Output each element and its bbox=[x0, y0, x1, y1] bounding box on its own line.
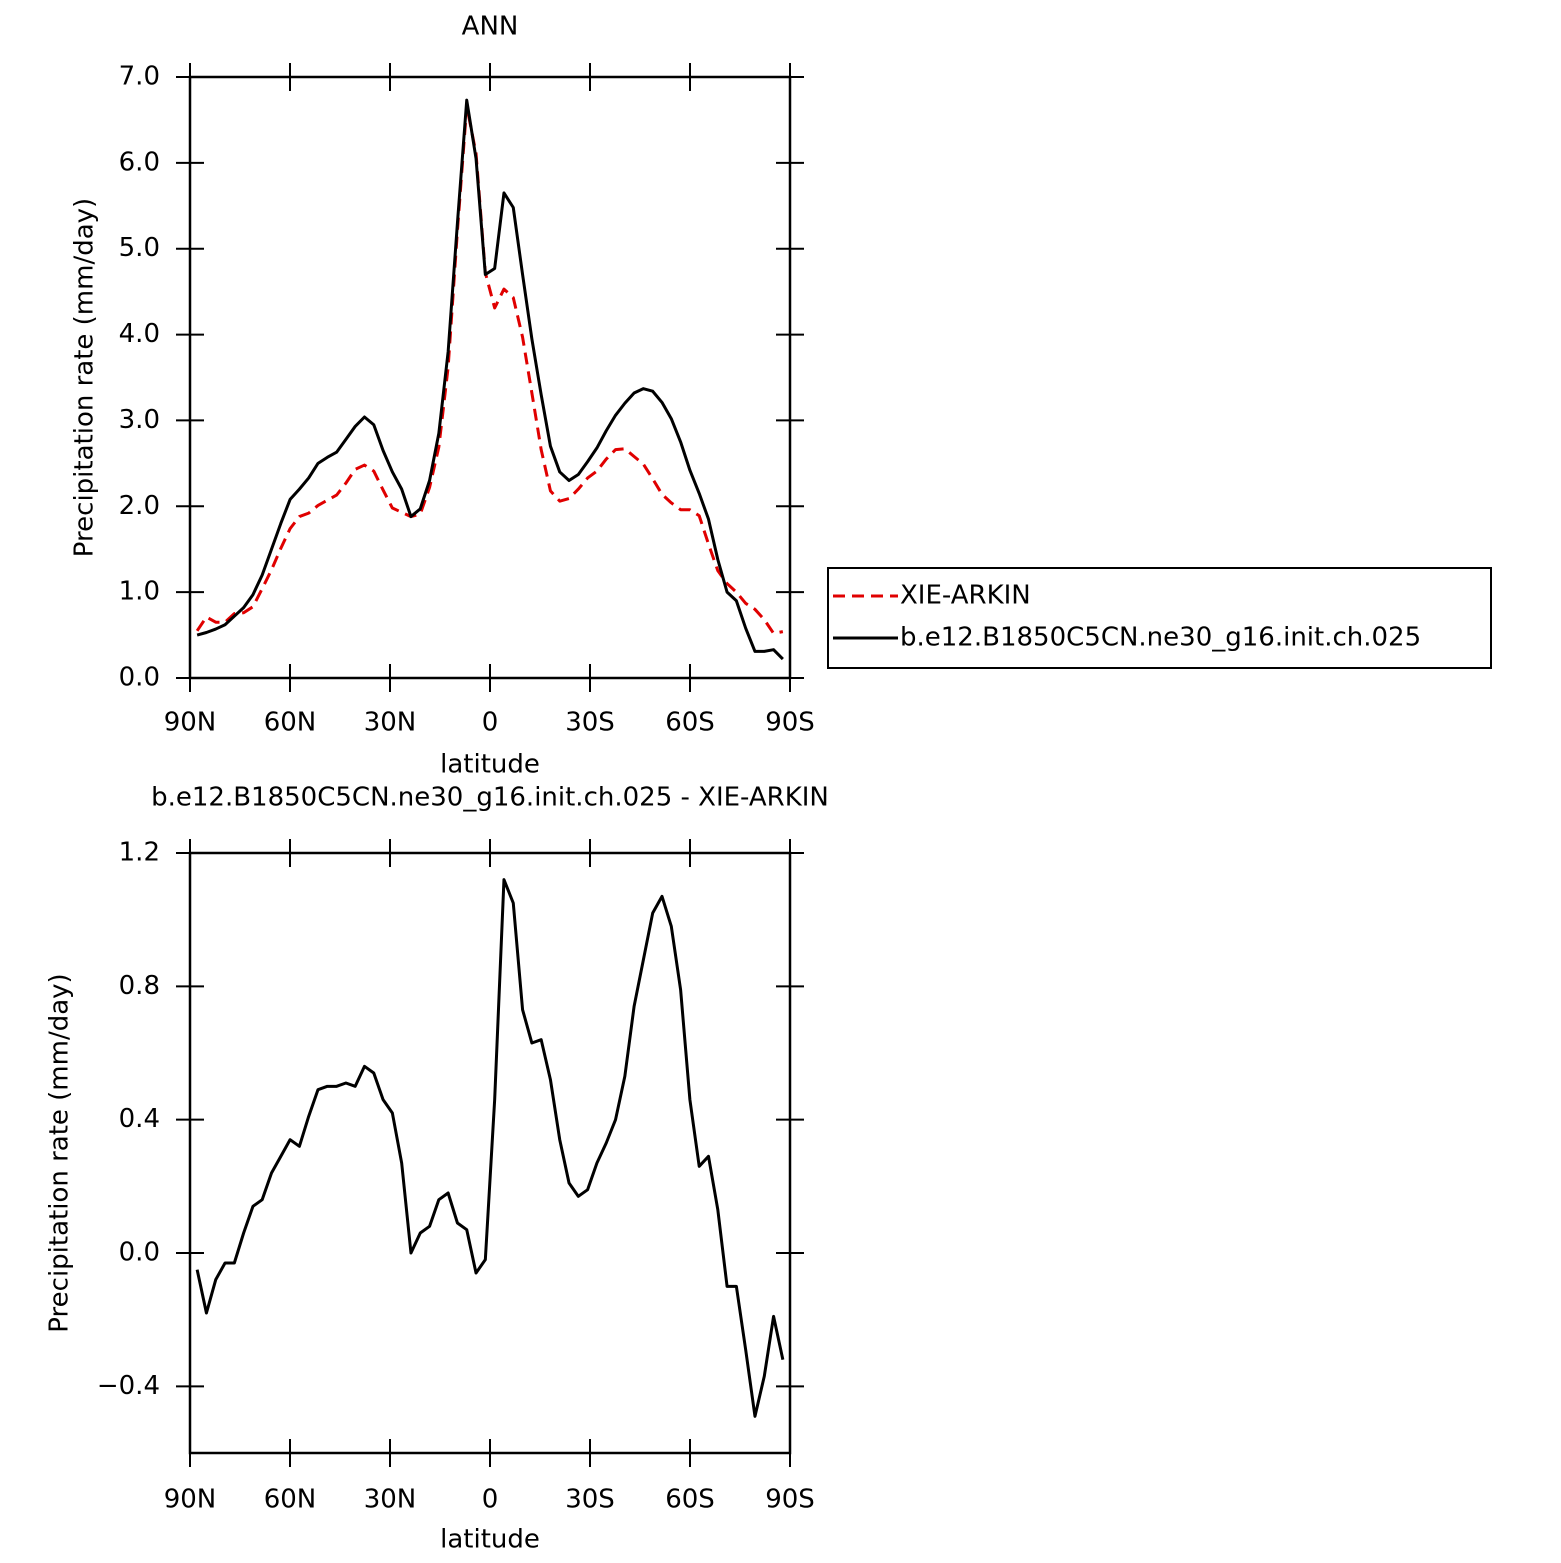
plot-frame bbox=[188, 851, 792, 1455]
y-tick-label: 3.0 bbox=[119, 405, 160, 435]
y-tick-label: 2.0 bbox=[119, 491, 160, 521]
x-tick-label: 30N bbox=[364, 708, 417, 738]
x-tick-label: 60S bbox=[665, 708, 715, 738]
y-tick-label: 7.0 bbox=[119, 62, 160, 92]
y-tick-label: 5.0 bbox=[119, 233, 160, 263]
x-axis-title: latitude bbox=[440, 1525, 540, 1555]
y-axis-title: Precipitation rate (mm/day) bbox=[70, 198, 100, 557]
chart-title: ANN bbox=[462, 12, 519, 42]
y-tick-label: 1.0 bbox=[119, 577, 160, 607]
y-tick-label: 4.0 bbox=[119, 319, 160, 349]
y-tick-label: 1.2 bbox=[119, 838, 160, 868]
data-line bbox=[196, 98, 784, 661]
chart-title: b.e12.B1850C5CN.ne30_g16.init.ch.025 - X… bbox=[151, 783, 829, 813]
x-tick-label: 0 bbox=[482, 1485, 499, 1515]
data-line bbox=[195, 878, 785, 1418]
x-tick-label: 90S bbox=[765, 1485, 815, 1515]
x-tick-label: 30S bbox=[565, 1485, 615, 1515]
x-tick-label: 90S bbox=[765, 708, 815, 738]
x-axis-title: latitude bbox=[440, 750, 540, 780]
x-tick-label: 60N bbox=[264, 1485, 317, 1515]
x-tick-label: 60N bbox=[264, 708, 317, 738]
y-tick-label: 0.0 bbox=[119, 663, 160, 693]
x-tick-label: 90N bbox=[164, 708, 217, 738]
data-line bbox=[195, 104, 784, 635]
x-tick-label: 30S bbox=[565, 708, 615, 738]
y-tick-label: 0.4 bbox=[119, 1104, 160, 1134]
x-tick-label: 0 bbox=[482, 708, 499, 738]
y-axis-title: Precipitation rate (mm/day) bbox=[45, 973, 75, 1332]
x-tick-label: 30N bbox=[364, 1485, 417, 1515]
legend-label: XIE-ARKIN bbox=[900, 581, 1031, 611]
legend-label: b.e12.B1850C5CN.ne30_g16.init.ch.025 bbox=[900, 623, 1421, 653]
x-tick-label: 60S bbox=[665, 1485, 715, 1515]
plot-frame bbox=[188, 75, 792, 680]
y-tick-label: 6.0 bbox=[119, 147, 160, 177]
y-tick-label: 0.8 bbox=[119, 971, 160, 1001]
y-tick-label: 0.0 bbox=[119, 1238, 160, 1268]
y-tick-label: −0.4 bbox=[97, 1371, 160, 1401]
x-tick-label: 90N bbox=[164, 1485, 217, 1515]
legend-box bbox=[827, 567, 1492, 669]
